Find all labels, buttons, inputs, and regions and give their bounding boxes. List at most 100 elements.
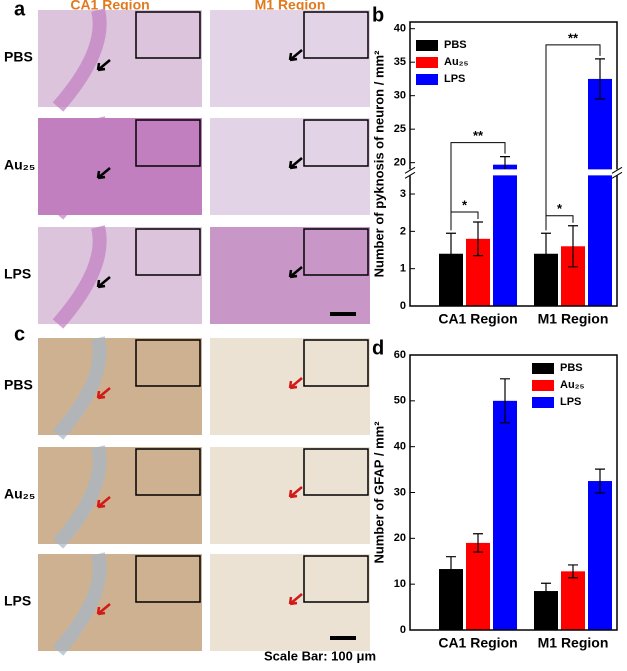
legend-swatch xyxy=(532,380,554,391)
row-label: Au₂₅ xyxy=(4,157,35,173)
column-header: CA1 Region xyxy=(70,0,149,13)
inset xyxy=(303,339,369,387)
axis-break xyxy=(406,169,621,176)
error-bar xyxy=(541,582,551,600)
tissue-band xyxy=(52,336,107,440)
error-bar xyxy=(568,564,578,579)
axis-break-mark xyxy=(404,166,416,179)
y-tick-label: 0 xyxy=(400,624,406,636)
arrow xyxy=(288,266,303,279)
error-bar xyxy=(446,232,456,275)
arrow xyxy=(288,377,303,390)
bar xyxy=(466,542,490,630)
arrow xyxy=(96,167,111,180)
x-tick-label: CA1 Region xyxy=(438,311,517,327)
inset xyxy=(135,339,201,387)
x-tick-label: M1 Region xyxy=(538,635,609,651)
y-tick-label: 20 xyxy=(394,532,406,544)
arrow xyxy=(96,387,111,400)
legend-label: PBS xyxy=(560,362,583,374)
y-tick-label: 60 xyxy=(394,349,406,361)
bar xyxy=(561,571,585,630)
inset xyxy=(135,119,201,167)
inset xyxy=(135,555,201,603)
inset xyxy=(135,228,201,276)
arrow xyxy=(288,486,303,499)
row-label: LPS xyxy=(4,593,31,609)
legend-label: LPS xyxy=(444,73,465,85)
legend-swatch xyxy=(416,40,438,51)
legend-swatch xyxy=(532,363,554,374)
panel-label: c xyxy=(14,323,25,345)
inset xyxy=(303,448,369,496)
y-tick-label: 30 xyxy=(394,486,406,498)
error-bar xyxy=(541,232,551,275)
scale-bar xyxy=(330,312,356,316)
legend-label: LPS xyxy=(560,396,581,408)
y-tick-label: 0 xyxy=(400,300,406,312)
y-tick-label: 40 xyxy=(394,441,406,453)
plot-frame xyxy=(409,21,618,307)
panel-label: a xyxy=(14,0,26,20)
significance-label: * xyxy=(557,201,563,216)
y-tick-label: 30 xyxy=(394,90,406,102)
scale-bar-label: Scale Bar: 100 μm xyxy=(264,648,376,663)
arrow xyxy=(96,603,111,616)
significance-bracket xyxy=(545,215,574,231)
inset xyxy=(303,228,369,276)
tissue-band xyxy=(52,225,107,329)
arrow xyxy=(288,593,303,606)
bar xyxy=(493,164,517,306)
arrow xyxy=(288,157,303,170)
bar xyxy=(588,481,612,630)
error-bar xyxy=(595,58,605,100)
tissue-band xyxy=(52,445,107,549)
panel-label: b xyxy=(372,4,384,26)
arrow xyxy=(288,49,303,62)
x-tick-label: CA1 Region xyxy=(438,635,517,651)
y-tick-label: 20 xyxy=(394,157,406,169)
legend-label: PBS xyxy=(444,39,467,51)
tissue-band xyxy=(52,8,107,112)
error-bar xyxy=(446,556,456,583)
y-tick-label: 3 xyxy=(400,188,406,200)
significance-label: * xyxy=(462,197,468,212)
y-tick-label: 35 xyxy=(394,56,406,68)
legend-swatch xyxy=(416,57,438,68)
inset xyxy=(303,555,369,603)
significance-bracket xyxy=(450,211,479,231)
inset xyxy=(135,11,201,59)
significance-bracket xyxy=(545,44,601,231)
significance-label: ** xyxy=(473,128,484,143)
arrow xyxy=(96,276,111,289)
panel-label: d xyxy=(372,337,384,359)
error-bar xyxy=(473,221,483,257)
row-label: PBS xyxy=(4,377,33,393)
legend-label: Au₂₅ xyxy=(444,56,469,68)
y-axis-label: Number of GFAP / mm² xyxy=(371,421,386,564)
bar xyxy=(588,78,612,307)
significance-label: ** xyxy=(568,30,579,45)
inset xyxy=(303,119,369,167)
bar xyxy=(493,400,517,630)
axis-break-mark xyxy=(611,166,623,179)
x-tick-label: M1 Region xyxy=(538,311,609,327)
error-bar xyxy=(473,533,483,553)
significance-bracket xyxy=(450,142,506,231)
y-tick-label: 1 xyxy=(400,263,406,275)
y-tick-label: 25 xyxy=(394,123,406,135)
y-tick-label: 2 xyxy=(400,225,406,237)
inset xyxy=(303,11,369,59)
legend-swatch xyxy=(532,397,554,408)
tissue-band xyxy=(52,116,107,220)
tissue-band xyxy=(52,552,107,656)
error-bar xyxy=(500,378,510,424)
scale-bar xyxy=(330,636,356,640)
inset xyxy=(135,448,201,496)
legend-swatch xyxy=(416,74,438,85)
arrow xyxy=(96,59,111,72)
y-tick-label: 10 xyxy=(394,578,406,590)
legend-label: Au₂₅ xyxy=(560,379,585,391)
y-axis-label: Number of pyknosis of neuron / mm² xyxy=(371,50,386,277)
